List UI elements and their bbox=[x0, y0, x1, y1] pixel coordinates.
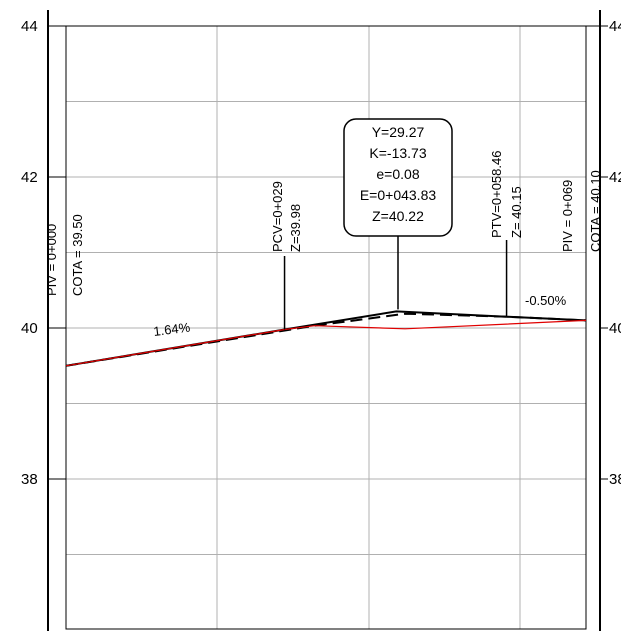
info-box-line: E=0+043.83 bbox=[360, 187, 437, 203]
station-labels: PIV = 0+000 COTA = 39.50 PCV=0+029 Z=39.98 P… bbox=[44, 151, 603, 300]
grid-lines bbox=[66, 26, 586, 629]
right-y-tick-label: 40 bbox=[609, 320, 621, 337]
y-tick-label: 40 bbox=[21, 320, 38, 337]
piv2-label-1: COTA = 40.10 bbox=[588, 170, 603, 252]
y-tick-label: 38 bbox=[21, 471, 38, 488]
right-y-tick-label: 44 bbox=[609, 18, 621, 35]
ptv-label-1: Z= 40.15 bbox=[509, 186, 524, 238]
finished-grade-line bbox=[66, 311, 586, 365]
piv1-label-0: PIV = 0+000 bbox=[44, 224, 59, 296]
right-y-tick-label: 38 bbox=[609, 471, 621, 488]
right-y-tick-label: 42 bbox=[609, 169, 621, 186]
grade-out-label: -0.50% bbox=[525, 293, 567, 308]
plot-frame bbox=[48, 10, 600, 631]
info-box-line: Z=40.22 bbox=[372, 208, 424, 224]
info-box-line: K=-13.73 bbox=[369, 145, 426, 161]
piv2-label-0: PIV = 0+069 bbox=[560, 180, 575, 252]
info-box-line: e=0.08 bbox=[376, 166, 419, 182]
y-tick-label: 44 bbox=[21, 18, 38, 35]
pcv-label-1: Z=39.98 bbox=[288, 204, 303, 252]
ptv-label-0: PTV=0+058.46 bbox=[489, 151, 504, 238]
piv1-label-1: COTA = 39.50 bbox=[70, 214, 85, 296]
y-tick-label: 42 bbox=[21, 169, 38, 186]
existing-ground-line bbox=[66, 320, 586, 365]
pcv-label-0: PCV=0+029 bbox=[270, 181, 285, 252]
info-box-line: Y=29.27 bbox=[372, 124, 425, 140]
grade-in-label: 1.64% bbox=[153, 320, 192, 339]
tangent-grade-line-dashed bbox=[66, 314, 586, 366]
profile-series bbox=[66, 311, 586, 366]
curve-info-box: Y=29.27 K=-13.73 e=0.08 E=0+043.83 Z=40.22 bbox=[344, 119, 452, 236]
